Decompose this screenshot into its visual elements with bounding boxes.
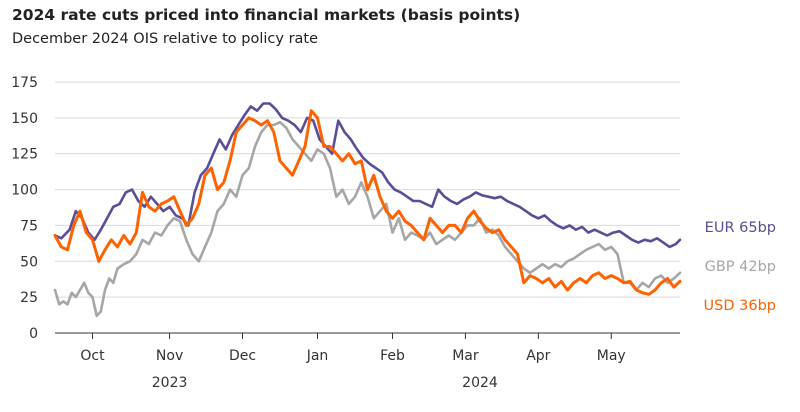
- x-tick-label: Oct: [80, 348, 105, 364]
- y-tick-label: 75: [20, 218, 38, 234]
- chart-title: 2024 rate cuts priced into financial mar…: [12, 6, 521, 24]
- series-lines: [53, 102, 682, 318]
- x-tick-label: May: [597, 348, 626, 364]
- year-label: 2024: [462, 375, 498, 391]
- y-tick-label: 25: [20, 290, 38, 306]
- x-tick-label: Feb: [380, 348, 405, 364]
- x-tick-label: Apr: [526, 348, 550, 364]
- legend-usd: USD 36bp: [704, 298, 776, 314]
- year-label: 2023: [152, 375, 188, 391]
- gridlines: [55, 81, 680, 298]
- legend-gbp: GBP 42bp: [705, 259, 776, 275]
- x-tick-label: Mar: [452, 348, 479, 364]
- x-tick-label: Jan: [306, 348, 329, 364]
- y-axis-ticks: 0 25 50 75 100 125 150 175: [11, 75, 38, 342]
- chart-subtitle: December 2024 OIS relative to policy rat…: [12, 31, 319, 47]
- series-line-eur: [53, 102, 682, 249]
- series-line-gbp: [53, 120, 682, 318]
- y-tick-label: 100: [11, 183, 38, 199]
- legend-eur: EUR 65bp: [705, 220, 776, 236]
- x-axis-ticks: Oct Nov Dec Jan Feb Mar Apr May 2023 2024: [80, 333, 626, 391]
- y-tick-label: 125: [11, 147, 38, 163]
- x-tick-label: Dec: [229, 348, 256, 364]
- x-tick-label: Nov: [156, 348, 183, 364]
- y-tick-label: 150: [11, 111, 38, 127]
- legend: EUR 65bp GBP 42bp USD 36bp: [704, 220, 776, 314]
- series-line-usd: [53, 109, 682, 296]
- y-tick-label: 0: [29, 326, 38, 342]
- y-tick-label: 175: [11, 75, 38, 91]
- y-tick-label: 50: [20, 254, 38, 270]
